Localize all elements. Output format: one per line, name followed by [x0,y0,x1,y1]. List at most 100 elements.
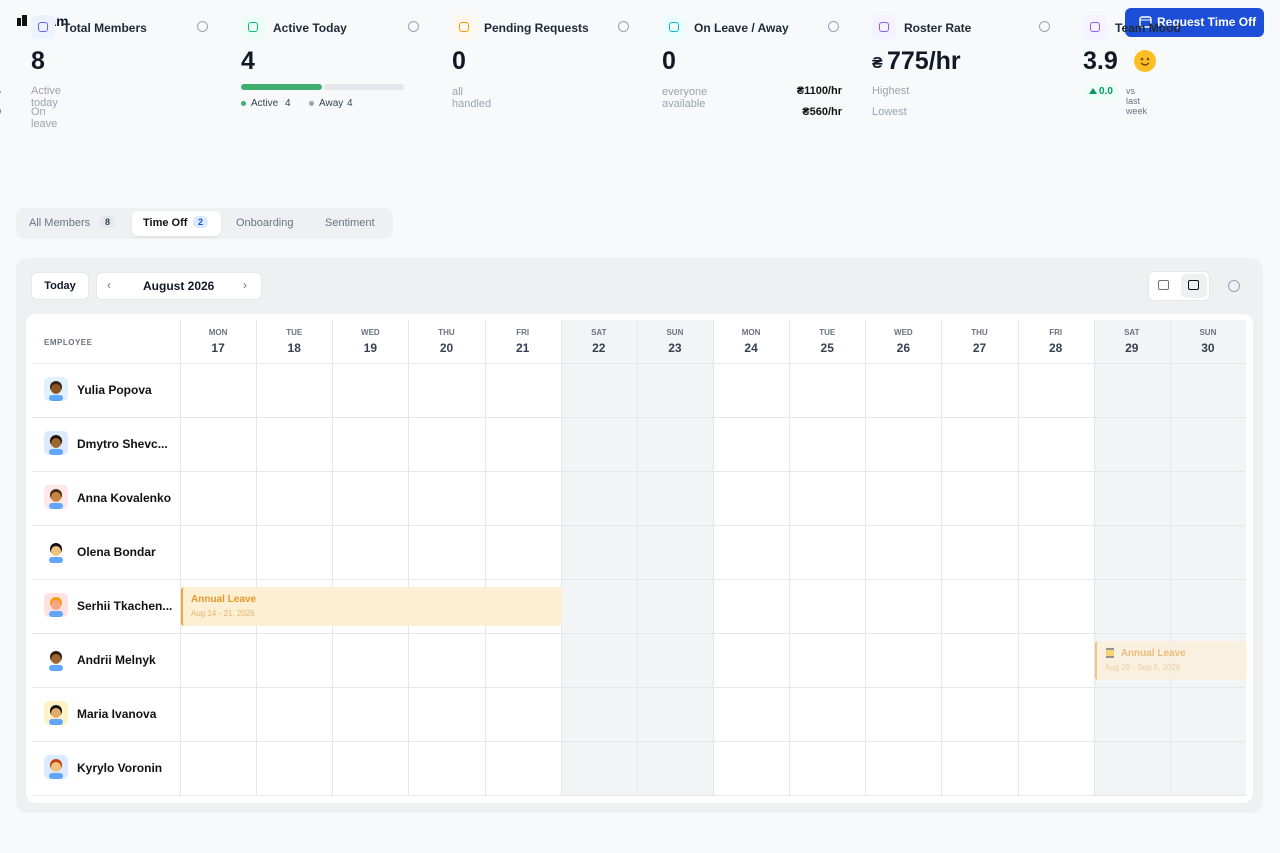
day-number: 25 [820,341,834,355]
stat-icon [1083,15,1107,39]
weekday: FRI [516,328,530,337]
avatar [44,755,68,779]
weekend-column [560,320,637,795]
stat-value: 8 [31,47,45,75]
avatar [44,647,68,671]
tab-count: 2 [193,216,209,228]
header-line [32,363,1246,364]
cal-view[interactable] [1188,280,1199,290]
up-arrow [1089,88,1097,94]
icon-dot [248,22,258,32]
row-line [32,525,1246,526]
weekday: WED [361,328,380,337]
weekday: THU [971,328,988,337]
avatar [44,485,68,509]
mood-face [1134,50,1156,72]
tab-label[interactable]: Sentiment [325,217,375,229]
employee-name: Andrii Melnyk [77,653,156,667]
weekday: TUE [286,328,303,337]
employee-name: Serhii Tkachen... [77,599,173,613]
stat-icon [662,15,686,39]
info-icon [197,21,208,32]
employee-name: Yulia Popova [77,383,152,397]
col-line [636,320,638,795]
event-title: Annual Leave [191,594,257,605]
col-line [180,320,181,795]
day-number: 17 [211,341,225,355]
weekday: SAT [1124,328,1140,337]
col-line [941,320,943,795]
stat-icon [452,15,476,39]
weekend-column [1169,320,1246,795]
change-value: 0.0 [1099,86,1113,97]
split-bar [241,84,322,90]
tab-label[interactable]: Onboarding [236,217,294,229]
info-icon [408,21,419,32]
employee-name: Dmytro Shevc... [77,437,168,451]
today-button[interactable]: Today [31,272,89,300]
event-title: Annual Leave [1120,648,1186,659]
day-number: 29 [1125,341,1139,355]
employee-header: EMPLOYEE [44,338,93,347]
view-active[interactable] [1181,274,1207,298]
row-line [32,579,1246,580]
weekday: THU [438,328,455,337]
detail-label: Highest [872,85,910,97]
day-number: 23 [668,341,682,355]
split-bar [323,84,404,90]
icon-dot [38,22,48,32]
tab-label[interactable]: Time Off [143,217,188,229]
leave-event[interactable]: Annual Leave Aug 14 - 21, 2026 [181,587,562,626]
event-dates: Aug 14 - 21, 2026 [191,609,255,618]
stat-icon [241,15,265,39]
stat-note: everyone available [662,86,708,110]
legend-label: Away [319,98,344,109]
col-line [408,320,410,795]
detail-label: Active today [31,85,61,109]
weekday: WED [894,328,913,337]
col-line [1093,320,1095,795]
request-button[interactable]: Request Time Off [1125,8,1264,37]
stat-title: Total Members [63,21,147,35]
tab-label[interactable]: All Members [29,217,91,229]
prev[interactable]: ‹ [107,278,111,292]
row-line [32,417,1246,418]
day-number: 24 [744,341,758,355]
avatar [44,431,68,455]
day-number: 19 [363,341,378,355]
stat-value: 3.9 [1083,47,1118,75]
col-line [865,320,867,795]
avatar [44,593,68,617]
day-number: 22 [592,341,606,355]
event-dates: Aug 29 - Sep 5, 2026 [1104,663,1181,672]
avatar [44,377,68,401]
col-line [256,320,258,795]
info-icon [1039,21,1050,32]
row-line [32,741,1246,742]
weekday: MON [208,328,228,337]
icon-dot [879,22,889,32]
stat-note: all handled [452,86,492,110]
change-note: vs last week [1126,86,1148,116]
day-number: 21 [515,341,530,355]
table-view[interactable] [1158,280,1169,290]
next[interactable]: › [243,278,247,292]
leave-event[interactable]: Annual Leave Aug 29 - Sep 5, 2026 [1094,641,1247,680]
stat-title: On Leave / Away [694,21,789,35]
day-number: 20 [439,341,454,355]
employee-name: Olena Bondar [77,545,156,559]
legend-dot [241,101,246,106]
legend-dot [309,101,314,106]
change-pill: 0.0 [1083,84,1119,100]
team-icon [17,15,27,26]
calendar-icon [1139,16,1152,28]
legend-label: Active [251,98,279,109]
icon-dot [459,22,469,32]
employee-name: Maria Ivanova [77,707,157,721]
detail-value: 0 [0,106,1,118]
col-line [1169,320,1171,795]
month-nav [96,272,262,300]
day-number: 30 [1201,341,1215,355]
stat-icon [31,15,55,39]
detail-label: Lowest [872,106,907,118]
